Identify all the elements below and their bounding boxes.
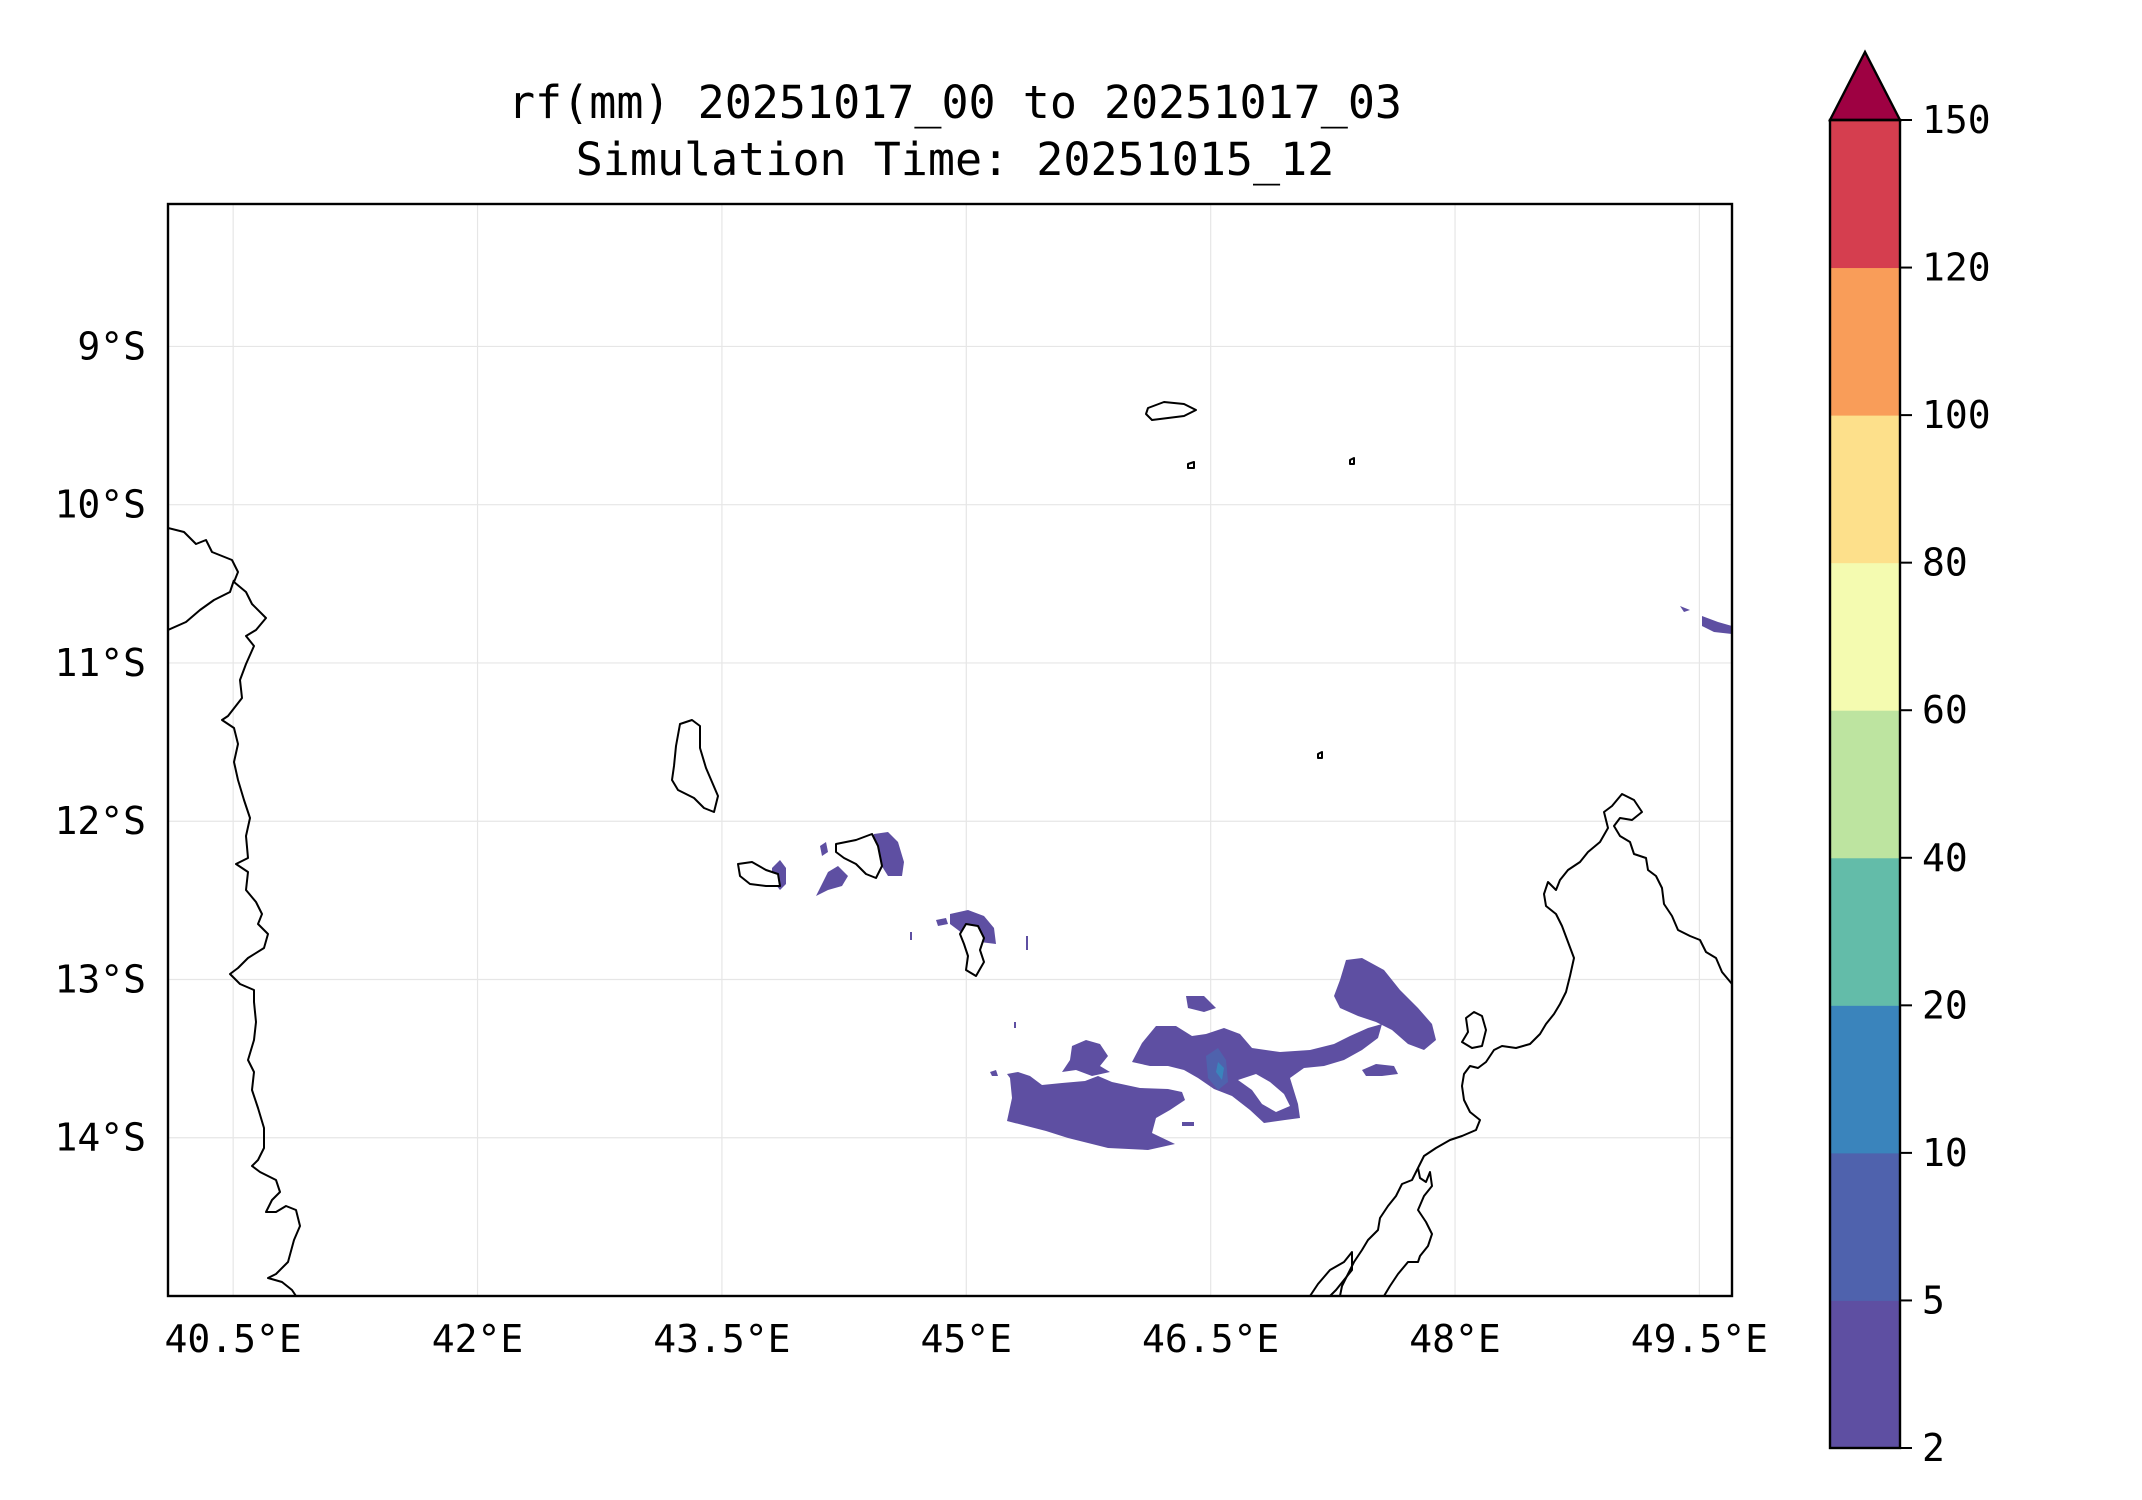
rain-region-comoros-d (820, 842, 828, 856)
coastline-grande-comore (671, 719, 719, 813)
colorbar-tick-label: 80 (1922, 541, 1968, 585)
coastline-madagascar-inlet (1383, 1167, 1433, 1296)
x-tick-label: 43.5°E (653, 1317, 790, 1361)
rain-region-dot-c (1014, 1022, 1016, 1028)
colorbar: 2 5 10 20 40 60 80 100 120 150 (1828, 49, 1991, 1470)
colorbar-tick-label: 40 (1922, 836, 1968, 880)
coastline-aldabra (1145, 401, 1197, 421)
colorbar-segment (1830, 857, 1900, 1006)
colorbar-segments (1830, 120, 1900, 1449)
coastline-madagascar (1339, 793, 1732, 1296)
rain-region-10-20mm (1216, 1062, 1224, 1080)
rain-region-dot-d (1026, 936, 1028, 950)
x-tick-label: 42°E (432, 1317, 524, 1361)
coastline-small-island-a (1187, 461, 1195, 469)
colorbar-segment (1830, 1152, 1900, 1301)
colorbar-tick-label: 10 (1922, 1131, 1968, 1175)
rain-region-central-hole (1238, 1074, 1290, 1112)
rain-region-comoros-b (816, 866, 848, 896)
colorbar-segment (1830, 267, 1900, 416)
x-tick-label: 45°E (921, 1317, 1013, 1361)
y-tick-label: 13°S (54, 957, 146, 1001)
coastline-small-island-b (1349, 457, 1355, 465)
map-panel: 40.5°E 42°E 43.5°E 45°E 46.5°E 48°E 49.5°E 9°S… (54, 202, 1769, 1361)
colorbar-frame (1828, 118, 1902, 1450)
colorbar-segment (1830, 710, 1900, 859)
map-title-line2: Simulation Time: 20251015_12 (576, 133, 1335, 186)
map-gridlines (168, 204, 1732, 1296)
colorbar-tick-label: 100 (1922, 393, 1991, 437)
colorbar-tick-label: 20 (1922, 983, 1968, 1027)
x-tick-label: 48°E (1409, 1317, 1501, 1361)
rain-region-dot-a (990, 1070, 998, 1076)
colorbar-segment (1830, 415, 1900, 564)
colorbar-segment (1830, 1300, 1900, 1449)
map-background (168, 204, 1732, 1296)
colorbar-segment (1830, 562, 1900, 711)
coastlines (168, 401, 1732, 1296)
y-tick-label: 14°S (54, 1116, 146, 1160)
x-tick-label: 40.5°E (165, 1317, 302, 1361)
map-title-line1: rf(mm) 20251017_00 to 20251017_03 (508, 76, 1402, 129)
latitude-tick-labels: 9°S 10°S 11°S 12°S 13°S 14°S (54, 324, 146, 1159)
colorbar-segment (1830, 120, 1900, 269)
rain-region-east-elongated (1334, 958, 1436, 1050)
rain-region-dot-e (910, 932, 912, 940)
rain-region-east-edge-b (1680, 606, 1690, 612)
rain-region-south-west-blob (1062, 1040, 1110, 1076)
colorbar-tick-label: 2 (1922, 1426, 1945, 1470)
colorbar-tick-label: 120 (1922, 246, 1991, 290)
colorbar-extend-triangle (1828, 49, 1902, 122)
rain-region-east-edge (1702, 616, 1732, 634)
coastline-mayotte (959, 923, 985, 977)
colorbar-tick-label: 5 (1922, 1278, 1945, 1322)
coastline-africa (168, 527, 301, 1296)
coastline-moheli (737, 861, 781, 887)
y-tick-label: 10°S (54, 483, 146, 527)
coastline-anjouan (835, 833, 883, 879)
coastline-madagascar-bay (1309, 1251, 1353, 1296)
y-tick-label: 9°S (77, 324, 146, 368)
colorbar-segment (1830, 1005, 1900, 1154)
rain-region-mayotte-west (936, 918, 948, 926)
longitude-tick-labels: 40.5°E 42°E 43.5°E 45°E 46.5°E 48°E 49.5°E (165, 1317, 1769, 1361)
colorbar-tick-label: 60 (1922, 688, 1968, 732)
y-tick-label: 12°S (54, 799, 146, 843)
rain-region-comoros-a (870, 832, 904, 876)
rain-region-east-small (1362, 1064, 1398, 1076)
coastline-africa-north (168, 579, 235, 631)
colorbar-tick-label: 150 (1922, 98, 1991, 142)
coastline-small-island-c (1317, 751, 1323, 759)
rain-region-central-band (1132, 1024, 1382, 1123)
map-frame (166, 202, 1734, 1298)
rain-region-central-small (1186, 996, 1216, 1012)
y-tick-label: 11°S (54, 641, 146, 685)
rain-region-dot-b (1182, 1122, 1194, 1126)
rain-region-south-main (1007, 1072, 1185, 1150)
rainfall-contours (772, 606, 1732, 1150)
colorbar-tick-labels: 2 5 10 20 40 60 80 100 120 150 (1900, 98, 1991, 1470)
x-tick-label: 49.5°E (1631, 1317, 1768, 1361)
coastline-nosy-be (1461, 1011, 1487, 1049)
x-tick-label: 46.5°E (1142, 1317, 1279, 1361)
